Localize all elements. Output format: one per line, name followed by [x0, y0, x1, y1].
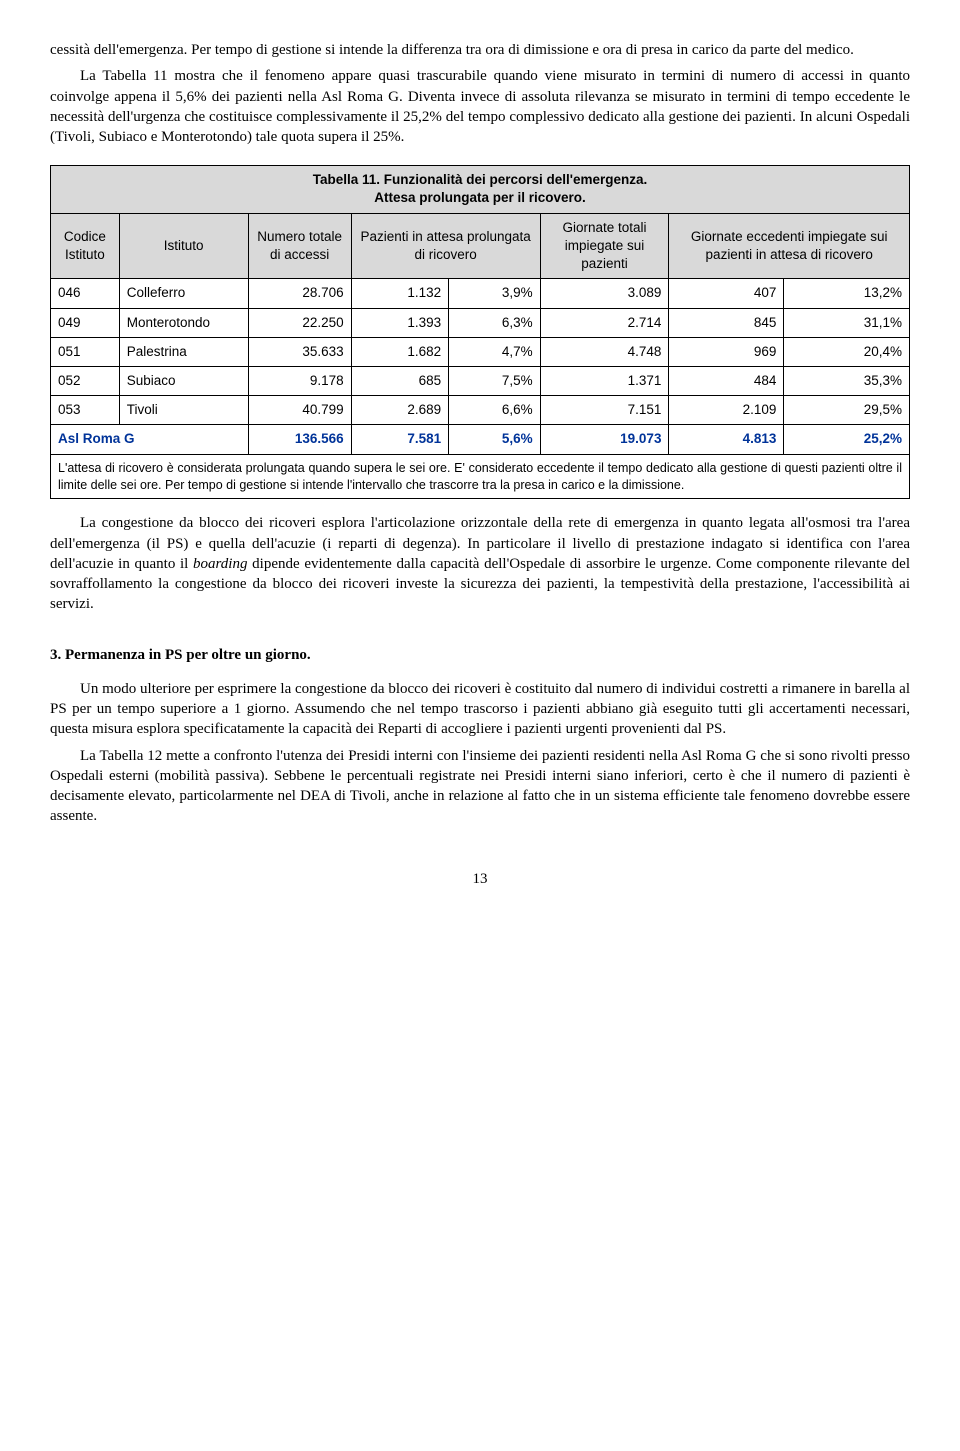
cell-paz-n: 1.393 — [351, 308, 449, 337]
table-11-container: Tabella 11. Funzionalità dei percorsi de… — [50, 165, 910, 499]
cell-ge-pct: 29,5% — [784, 396, 910, 425]
col-header-giornate-ecc: Giornate eccedenti impiegate sui pazient… — [669, 213, 910, 279]
col-header-giornate-tot: Giornate totali impiegate sui pazienti — [540, 213, 669, 279]
paragraph-after-table: La congestione da blocco dei ricoveri es… — [50, 513, 910, 614]
cell-accessi: 35.633 — [248, 337, 351, 366]
cell-paz-n: 1.132 — [351, 279, 449, 308]
cell-paz-pct: 4,7% — [449, 337, 540, 366]
cell-accessi: 40.799 — [248, 396, 351, 425]
col-header-accessi: Numero totale di accessi — [248, 213, 351, 279]
cell-accessi: 22.250 — [248, 308, 351, 337]
table-note-row: L'attesa di ricovero è considerata prolu… — [51, 454, 910, 499]
paragraph-section3-2: La Tabella 12 mette a confronto l'utenza… — [50, 746, 910, 827]
cell-gt: 4.748 — [540, 337, 669, 366]
table-total-row: Asl Roma G 136.566 7.581 5,6% 19.073 4.8… — [51, 425, 910, 454]
cell-istituto: Tivoli — [119, 396, 248, 425]
cell-ge-pct: 20,4% — [784, 337, 910, 366]
cell-codice: 053 — [51, 396, 120, 425]
cell-total-gt: 19.073 — [540, 425, 669, 454]
cell-codice: 046 — [51, 279, 120, 308]
cell-ge-n: 2.109 — [669, 396, 784, 425]
table-title: Tabella 11. Funzionalità dei percorsi de… — [51, 166, 910, 213]
para3-italic: boarding — [193, 556, 247, 572]
paragraph-section3-1: Un modo ulteriore per esprimere la conge… — [50, 679, 910, 740]
cell-paz-n: 685 — [351, 367, 449, 396]
cell-accessi: 28.706 — [248, 279, 351, 308]
table-row: 052 Subiaco 9.178 685 7,5% 1.371 484 35,… — [51, 367, 910, 396]
cell-istituto: Colleferro — [119, 279, 248, 308]
cell-ge-pct: 31,1% — [784, 308, 910, 337]
table-row: 046 Colleferro 28.706 1.132 3,9% 3.089 4… — [51, 279, 910, 308]
cell-codice: 049 — [51, 308, 120, 337]
cell-gt: 1.371 — [540, 367, 669, 396]
cell-istituto: Monterotondo — [119, 308, 248, 337]
col-header-istituto: Istituto — [119, 213, 248, 279]
cell-istituto: Palestrina — [119, 337, 248, 366]
paragraph-intro-1: cessità dell'emergenza. Per tempo di ges… — [50, 40, 910, 60]
cell-istituto: Subiaco — [119, 367, 248, 396]
table-title-line1: Tabella 11. Funzionalità dei percorsi de… — [313, 172, 648, 187]
cell-paz-pct: 6,6% — [449, 396, 540, 425]
cell-ge-n: 969 — [669, 337, 784, 366]
cell-paz-n: 1.682 — [351, 337, 449, 366]
col-header-codice: Codice Istituto — [51, 213, 120, 279]
cell-paz-pct: 3,9% — [449, 279, 540, 308]
cell-gt: 3.089 — [540, 279, 669, 308]
col-header-pazienti: Pazienti in attesa prolungata di ricover… — [351, 213, 540, 279]
cell-paz-n: 2.689 — [351, 396, 449, 425]
cell-ge-pct: 35,3% — [784, 367, 910, 396]
cell-total-accessi: 136.566 — [248, 425, 351, 454]
cell-ge-n: 845 — [669, 308, 784, 337]
table-row: 051 Palestrina 35.633 1.682 4,7% 4.748 9… — [51, 337, 910, 366]
cell-ge-n: 484 — [669, 367, 784, 396]
table-row: 053 Tivoli 40.799 2.689 6,6% 7.151 2.109… — [51, 396, 910, 425]
cell-ge-n: 407 — [669, 279, 784, 308]
cell-accessi: 9.178 — [248, 367, 351, 396]
section-heading-3: 3. Permanenza in PS per oltre un giorno. — [50, 645, 910, 665]
cell-codice: 052 — [51, 367, 120, 396]
cell-total-label: Asl Roma G — [51, 425, 249, 454]
cell-total-ge-pct: 25,2% — [784, 425, 910, 454]
table-note: L'attesa di ricovero è considerata prolu… — [51, 454, 910, 499]
cell-total-paz-pct: 5,6% — [449, 425, 540, 454]
cell-ge-pct: 13,2% — [784, 279, 910, 308]
cell-codice: 051 — [51, 337, 120, 366]
paragraph-intro-2: La Tabella 11 mostra che il fenomeno app… — [50, 66, 910, 147]
cell-total-ge-n: 4.813 — [669, 425, 784, 454]
page-number: 13 — [50, 869, 910, 889]
cell-paz-pct: 6,3% — [449, 308, 540, 337]
table-title-line2: Attesa prolungata per il ricovero. — [374, 190, 586, 205]
cell-paz-pct: 7,5% — [449, 367, 540, 396]
cell-total-paz-n: 7.581 — [351, 425, 449, 454]
table-row: 049 Monterotondo 22.250 1.393 6,3% 2.714… — [51, 308, 910, 337]
cell-gt: 7.151 — [540, 396, 669, 425]
table-11: Tabella 11. Funzionalità dei percorsi de… — [50, 165, 910, 499]
cell-gt: 2.714 — [540, 308, 669, 337]
